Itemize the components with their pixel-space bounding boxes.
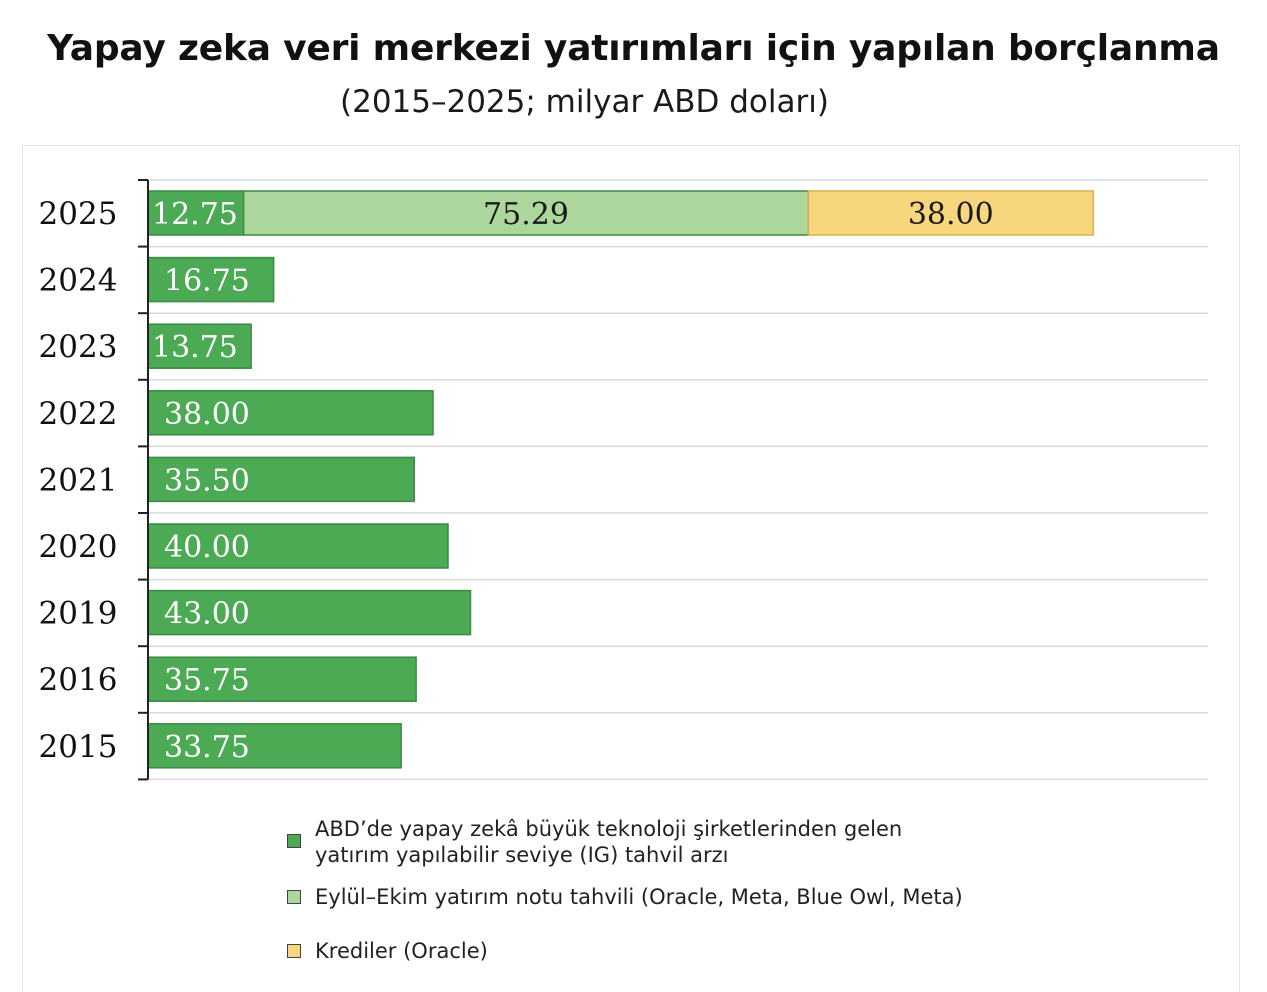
- bar-ig-2016: [147, 656, 417, 702]
- y-tick-label-2023: 2023: [39, 329, 118, 365]
- chart-title: Yapay zeka veri merkezi yatırımları için…: [47, 28, 1220, 69]
- bar-ig-2022: [147, 390, 434, 436]
- data-label-ig-2016: 35.75: [164, 663, 250, 698]
- bar-ig-2024: [147, 256, 275, 303]
- legend-swatch-loans: [287, 944, 301, 958]
- bar-ig-2021: [147, 456, 415, 503]
- chart-subtitle: (2015–2025; milyar ABD doları): [340, 84, 829, 120]
- data-label-ig-2023: 13.75: [152, 330, 238, 365]
- data-label-ig-2015: 33.75: [164, 730, 250, 765]
- legend-swatch-ig: [287, 834, 301, 848]
- y-tick-label-2025: 2025: [39, 196, 118, 232]
- bar-ig-2023: [147, 323, 252, 369]
- y-tick-label-2021: 2021: [39, 462, 118, 498]
- data-label-ig-2022: 38.00: [164, 397, 250, 432]
- legend-label-loans: Krediler (Oracle): [315, 939, 488, 963]
- legend-label-sept-oct: Eylül–Ekim yatırım notu tahvili (Oracle,…: [315, 885, 963, 909]
- data-label-ig-2021: 35.50: [164, 463, 250, 498]
- data-label-loans-2025: 38.00: [908, 197, 994, 232]
- y-tick-label-2024: 2024: [39, 263, 118, 299]
- y-tick-label-2019: 2019: [39, 596, 118, 632]
- y-tick-label-2015: 2015: [39, 729, 118, 765]
- y-tick-label-2022: 2022: [39, 396, 118, 432]
- bar-ig-2020: [147, 523, 449, 569]
- y-tick-label-2020: 2020: [39, 529, 118, 565]
- data-label-ig-2024: 16.75: [164, 264, 250, 299]
- y-tick-label-2016: 2016: [39, 662, 118, 698]
- data-label-sept_oct-2025: 75.29: [483, 197, 569, 232]
- bar-loans-2025: [807, 190, 1095, 236]
- data-label-ig-2019: 43.00: [164, 597, 250, 632]
- data-label-ig-2025: 12.75: [152, 197, 238, 232]
- data-label-ig-2020: 40.00: [164, 530, 250, 565]
- bar-sept_oct-2025: [242, 190, 810, 236]
- legend-swatch-sept-oct: [287, 890, 301, 904]
- legend-label-ig: ABD’de yapay zekâ büyük teknoloji şirket…: [315, 817, 903, 867]
